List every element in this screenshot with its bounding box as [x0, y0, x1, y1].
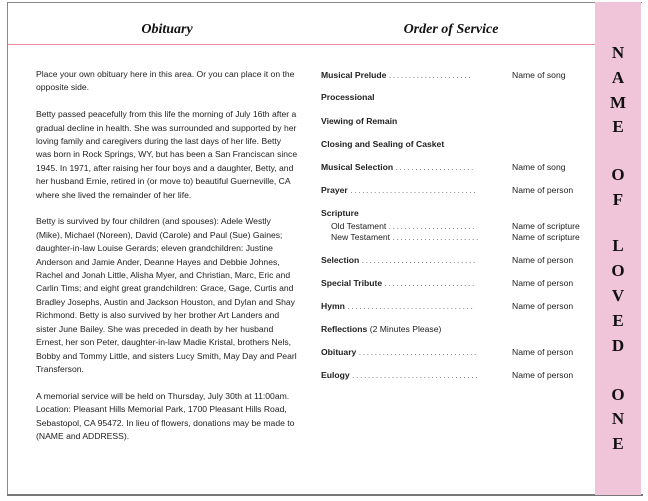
loved-one-name-letter: A: [611, 68, 625, 87]
obituary-heading: Obituary: [141, 22, 193, 37]
service-item: Musical Selection . . . . . . . . . . . …: [321, 162, 591, 172]
dot-leader: . . . . . . . . . . . . . . . . . . . . …: [350, 185, 476, 195]
frame-border-bottom: [7, 494, 643, 496]
service-item-label: Musical Prelude: [321, 70, 387, 80]
frame-border-left: [7, 2, 8, 495]
service-item: Hymn . . . . . . . . . . . . . . . . . .…: [321, 301, 591, 311]
service-item-label: Closing and Sealing of Casket: [321, 139, 445, 149]
loved-one-name-letter: O: [611, 165, 625, 184]
loved-one-name-letter: D: [611, 336, 625, 355]
loved-one-name-letter: M: [609, 93, 627, 112]
obituary-paragraph: Place your own obituary here in this are…: [36, 69, 295, 93]
dot-leader: . . . . . . . . . . . . . . . . . . . . …: [388, 221, 475, 231]
loved-one-name-letter: E: [612, 434, 624, 453]
service-item: Obituary . . . . . . . . . . . . . . . .…: [321, 347, 591, 357]
loved-one-name-letter: E: [612, 117, 624, 136]
service-item-label: Processional: [321, 92, 375, 102]
dot-leader: . . . . . . . . . . . . . . . . . . . . …: [358, 347, 477, 357]
service-item-value: Name of scripture: [512, 221, 580, 231]
dot-leader: . . . . . . . . . . . . . . . . . . . .: [395, 162, 474, 172]
order-of-service-heading: Order of Service: [403, 22, 499, 37]
service-item-label: Musical Selection: [321, 162, 394, 172]
service-item-value: Name of person: [512, 278, 574, 288]
service-item: Eulogy . . . . . . . . . . . . . . . . .…: [321, 370, 591, 380]
loved-one-name-letter: O: [611, 261, 625, 280]
loved-one-name-letter: N: [611, 409, 625, 428]
service-item-note: (2 Minutes Please): [369, 324, 442, 334]
service-item: Closing and Sealing of Casket: [321, 139, 591, 149]
service-item-label: Hymn: [321, 301, 345, 311]
frame-border-top: [8, 2, 642, 3]
service-item-label: Selection: [321, 255, 360, 265]
service-item-label: Obituary: [321, 347, 357, 357]
loved-one-name-letter: L: [612, 236, 624, 255]
service-item-label: Scripture: [321, 208, 359, 218]
obituary-paragraph: Betty passed peacefully from this life t…: [36, 109, 298, 200]
service-item-label: Reflections: [321, 324, 368, 334]
service-item: Musical Prelude . . . . . . . . . . . . …: [321, 70, 591, 80]
dot-leader: . . . . . . . . . . . . . . . . . . . . …: [361, 255, 476, 265]
obituary-text: Place your own obituary here in this are…: [36, 68, 298, 457]
service-item: Reflections (2 Minutes Please): [321, 324, 591, 334]
loved-one-name-letter: V: [611, 286, 625, 305]
service-item-label: Viewing of Remain: [321, 116, 398, 126]
service-item-label: Old Testament: [331, 221, 387, 231]
obituary-paragraph: Betty is survived by four children (and …: [36, 216, 297, 374]
obituary-paragraph: A memorial service will be held on Thurs…: [36, 390, 295, 441]
service-item: New Testament . . . . . . . . . . . . . …: [321, 232, 591, 242]
service-item-label: Eulogy: [321, 370, 350, 380]
loved-one-name-letter: N: [611, 43, 625, 62]
service-item: Old Testament . . . . . . . . . . . . . …: [321, 221, 591, 231]
service-item: Prayer . . . . . . . . . . . . . . . . .…: [321, 185, 591, 195]
dot-leader: . . . . . . . . . . . . . . . . . . . . …: [347, 301, 473, 311]
service-item-value: Name of song: [512, 70, 566, 80]
service-item-label: Prayer: [321, 185, 348, 195]
service-item-value: Name of person: [512, 347, 574, 357]
service-item-label: Special Tribute: [321, 278, 383, 288]
service-item-value: Name of scripture: [512, 232, 580, 242]
loved-one-name-letter: F: [612, 190, 624, 209]
dot-leader: . . . . . . . . . . . . . . . . . . . . …: [352, 370, 478, 380]
service-item: Scripture: [321, 208, 591, 218]
service-item: Processional: [321, 92, 591, 102]
header-divider: [8, 44, 596, 45]
service-item-value: Name of person: [512, 255, 574, 265]
service-item-value: Name of song: [512, 162, 566, 172]
service-item-label: New Testament: [331, 232, 391, 242]
dot-leader: . . . . . . . . . . . . . . . . . . . . …: [388, 70, 471, 80]
service-item-value: Name of person: [512, 301, 574, 311]
loved-one-name-letter: E: [612, 311, 624, 330]
service-item: Special Tribute . . . . . . . . . . . . …: [321, 278, 591, 288]
service-item-value: Name of person: [512, 185, 574, 195]
loved-one-name-letter: O: [611, 385, 625, 404]
service-item: Selection . . . . . . . . . . . . . . . …: [321, 255, 591, 265]
dot-leader: . . . . . . . . . . . . . . . . . . . . …: [384, 278, 475, 288]
service-item-value: Name of person: [512, 370, 574, 380]
dot-leader: . . . . . . . . . . . . . . . . . . . . …: [392, 232, 478, 242]
service-item: Viewing of Remain: [321, 116, 591, 126]
